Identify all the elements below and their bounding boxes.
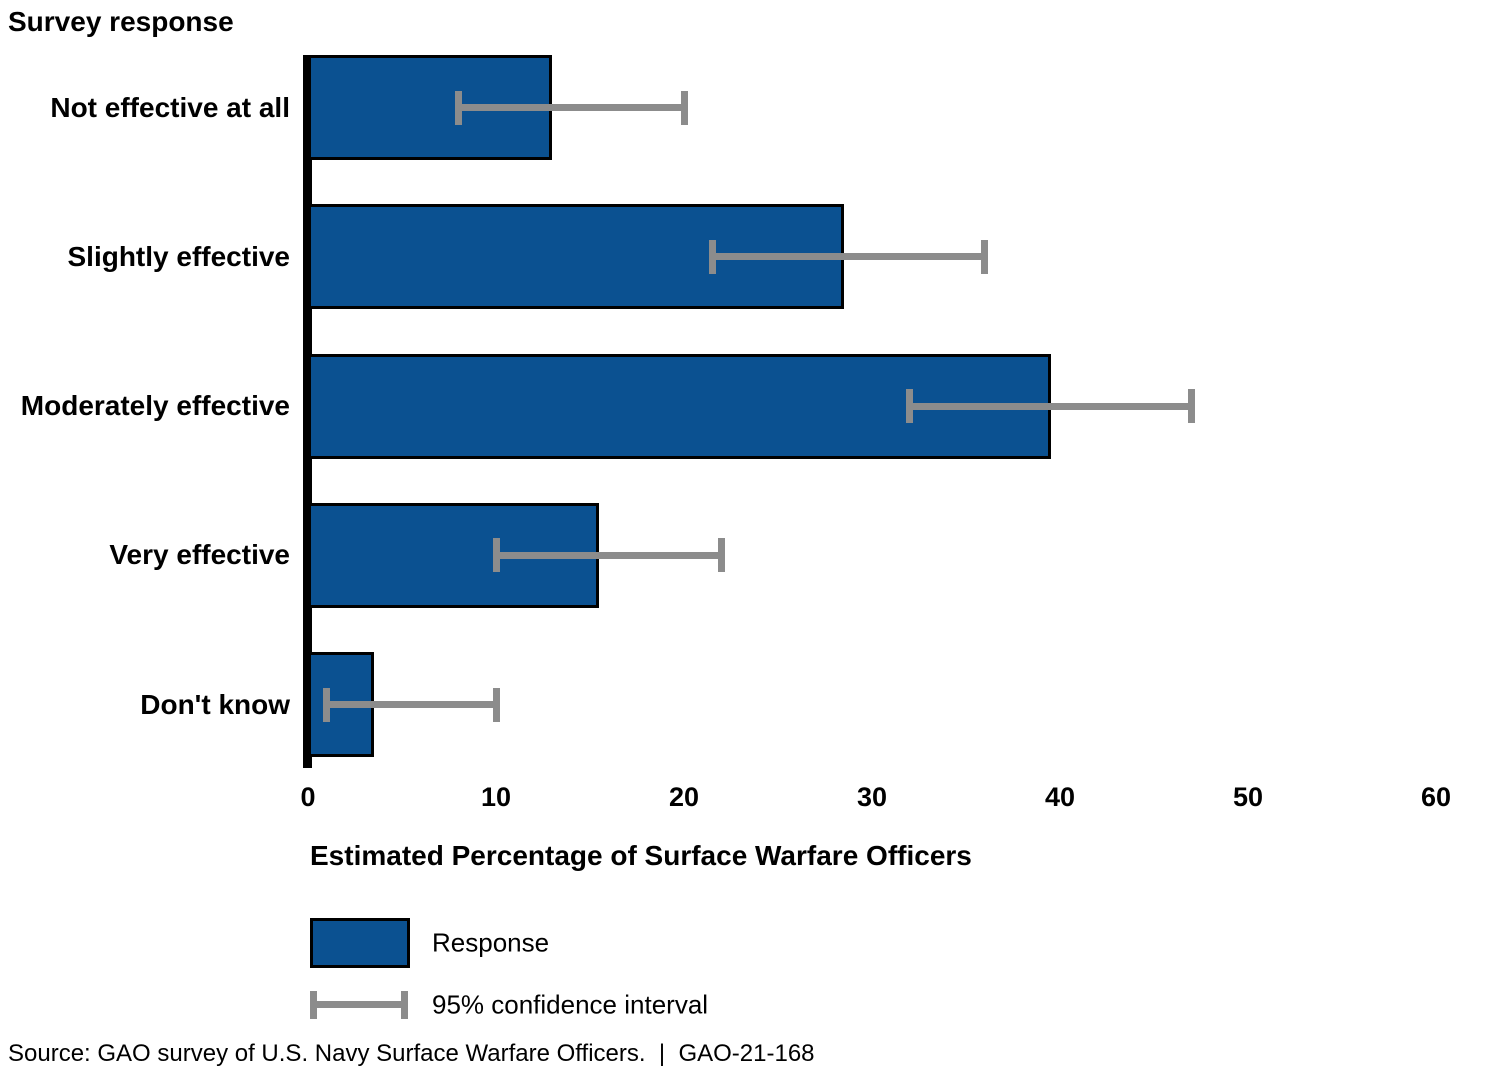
error-bar-cap	[1188, 389, 1196, 424]
x-axis-label: Estimated Percentage of Surface Warfare …	[310, 840, 972, 871]
x-tick-label: 50	[1232, 782, 1264, 812]
legend-ci-cap	[310, 991, 317, 1019]
legend-ci-cap	[401, 991, 408, 1019]
legend-bar-swatch	[310, 918, 410, 968]
error-bar-cap	[906, 389, 914, 424]
legend-ci-line	[310, 1001, 408, 1008]
error-bar-cap	[718, 538, 726, 573]
error-bar-cap	[492, 687, 500, 722]
chart-title: Survey response	[8, 6, 234, 37]
error-bar-cap	[454, 90, 462, 125]
error-bar-cap	[981, 239, 989, 274]
error-bar-line	[496, 551, 722, 559]
error-bar-line	[458, 104, 684, 111]
x-tick-label: 60	[1420, 782, 1452, 812]
x-tick-label: 40	[1044, 782, 1076, 812]
y-axis-line	[303, 55, 312, 768]
x-tick-label: 10	[480, 782, 512, 812]
x-tick-label: 30	[856, 782, 888, 812]
category-label: Don't know	[140, 688, 290, 720]
category-label: Very effective	[109, 539, 290, 571]
error-bar-cap	[492, 538, 500, 573]
error-bar-line	[326, 701, 496, 709]
error-bar-cap	[323, 687, 331, 722]
legend-ci-label: 95% confidence interval	[432, 989, 709, 1020]
source-note: Source: GAO survey of U.S. Navy Surface …	[8, 1040, 815, 1067]
category-label: Not effective at all	[50, 91, 290, 123]
error-bar-cap	[708, 239, 716, 274]
error-bar-line	[712, 253, 985, 261]
legend-bar-label: Response	[432, 927, 550, 958]
x-tick-label: 20	[668, 782, 700, 812]
x-tick-label: 0	[300, 782, 316, 812]
category-label: Moderately effective	[20, 390, 290, 422]
category-label: Slightly effective	[67, 240, 290, 272]
error-bar-cap	[680, 90, 688, 125]
error-bar-line	[909, 402, 1192, 410]
plot-area: Not effective at all Slightly effective Mo…	[20, 55, 1452, 812]
